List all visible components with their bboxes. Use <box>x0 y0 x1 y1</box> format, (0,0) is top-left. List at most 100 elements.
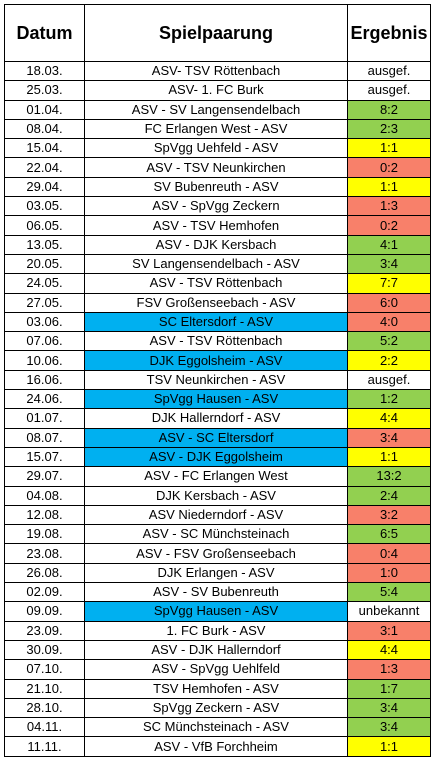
table-row: 03.05. ASV - SpVgg Zeckern 1:3 <box>4 196 431 217</box>
match-pairing-cell: ASV - VfB Forchheim <box>84 736 348 757</box>
table-row: 25.03. ASV- 1. FC Burk ausgef. <box>4 80 431 101</box>
match-result-cell: 5:2 <box>347 331 431 352</box>
match-result-cell: 0:2 <box>347 157 431 178</box>
match-date-cell: 22.04. <box>4 157 85 178</box>
table-row: 10.06. DJK Eggolsheim - ASV 2:2 <box>4 350 431 371</box>
match-result-cell: 3:4 <box>347 427 431 448</box>
match-date-cell: 15.04. <box>4 138 85 159</box>
match-date-cell: 03.05. <box>4 196 85 217</box>
match-pairing-cell: FC Erlangen West - ASV <box>84 118 348 140</box>
match-column-header: Spielpaarung <box>84 4 348 62</box>
match-result-cell: 4:1 <box>347 234 431 255</box>
match-date-cell: 03.06. <box>4 311 85 333</box>
match-date-cell: 09.09. <box>4 601 85 622</box>
match-date-cell: 30.09. <box>4 639 85 661</box>
match-pairing-cell: ASV - DJK Eggolsheim <box>84 446 348 468</box>
match-date-cell: 20.05. <box>4 253 85 275</box>
table-row: 29.07. ASV - FC Erlangen West 13:2 <box>4 466 431 487</box>
match-pairing-cell: ASV - TSV Hemhofen <box>84 215 348 236</box>
table-row: 02.09. ASV - SV Bubenreuth 5:4 <box>4 582 431 603</box>
match-pairing-cell: ASV - DJK Hallerndorf <box>84 639 348 661</box>
table-row: 11.11. ASV - VfB Forchheim 1:1 <box>4 736 431 757</box>
table-row: 19.08. ASV - SC Münchsteinach 6:5 <box>4 524 431 545</box>
match-date-cell: 10.06. <box>4 350 85 371</box>
header-row: Datum Spielpaarung Ergebnis <box>4 4 431 62</box>
match-date-cell: 23.09. <box>4 620 85 641</box>
match-pairing-cell: DJK Kersbach - ASV <box>84 485 348 506</box>
table-row: 15.04. SpVgg Uehfeld - ASV 1:1 <box>4 138 431 159</box>
table-row: 24.05. ASV - TSV Röttenbach 7:7 <box>4 273 431 294</box>
match-pairing-cell: DJK Eggolsheim - ASV <box>84 350 348 371</box>
match-date-cell: 02.09. <box>4 582 85 603</box>
table-row: 23.09. 1. FC Burk - ASV 3:1 <box>4 620 431 641</box>
table-row: 28.10. SpVgg Zeckern - ASV 3:4 <box>4 697 431 719</box>
match-result-cell: 1:3 <box>347 659 431 680</box>
match-date-cell: 01.04. <box>4 99 85 120</box>
match-pairing-cell: ASV - FSV Großenseebach <box>84 543 348 564</box>
match-result-cell: 3:4 <box>347 717 431 738</box>
match-pairing-cell: ASV - DJK Kersbach <box>84 234 348 255</box>
match-pairing-cell: 1. FC Burk - ASV <box>84 620 348 641</box>
match-pairing-cell: ASV - SV Langensendelbach <box>84 99 348 120</box>
table-row: 03.06. SC Eltersdorf - ASV 4:0 <box>4 311 431 333</box>
match-date-cell: 24.06. <box>4 389 85 410</box>
table-row: 07.06. ASV - TSV Röttenbach 5:2 <box>4 331 431 352</box>
table-row: 23.08. ASV - FSV Großenseebach 0:4 <box>4 543 431 564</box>
table-row: 07.10. ASV - SpVgg Uehlfeld 1:3 <box>4 659 431 680</box>
date-column-header: Datum <box>4 4 85 62</box>
match-result-cell: 5:4 <box>347 582 431 603</box>
table-row: 04.08. DJK Kersbach - ASV 2:4 <box>4 485 431 506</box>
match-pairing-cell: SpVgg Hausen - ASV <box>84 389 348 410</box>
match-result-cell: 1:1 <box>347 736 431 757</box>
match-result-cell: 3:4 <box>347 253 431 275</box>
match-date-cell: 12.08. <box>4 504 85 526</box>
match-date-cell: 28.10. <box>4 697 85 719</box>
match-date-cell: 08.07. <box>4 427 85 448</box>
table-row: 30.09. ASV - DJK Hallerndorf 4:4 <box>4 639 431 661</box>
match-date-cell: 24.05. <box>4 273 85 294</box>
table-row: 09.09. SpVgg Hausen - ASV unbekannt <box>4 601 431 622</box>
match-result-cell: 7:7 <box>347 273 431 294</box>
match-result-cell: 6:0 <box>347 292 431 313</box>
match-pairing-cell: ASV - TSV Röttenbach <box>84 331 348 352</box>
match-date-cell: 06.05. <box>4 215 85 236</box>
table-row: 24.06. SpVgg Hausen - ASV 1:2 <box>4 389 431 410</box>
match-result-cell: 1:1 <box>347 446 431 468</box>
match-pairing-cell: ASV - SpVgg Zeckern <box>84 196 348 217</box>
match-pairing-cell: ASV- TSV Röttenbach <box>84 60 348 82</box>
match-date-cell: 07.10. <box>4 659 85 680</box>
match-pairing-cell: SC Eltersdorf - ASV <box>84 311 348 333</box>
match-date-cell: 01.07. <box>4 408 85 429</box>
match-pairing-cell: TSV Neunkirchen - ASV <box>84 369 348 391</box>
match-pairing-cell: SpVgg Uehfeld - ASV <box>84 138 348 159</box>
match-result-cell: ausgef. <box>347 369 431 391</box>
match-pairing-cell: ASV - SC Münchsteinach <box>84 524 348 545</box>
match-pairing-cell: SV Langensendelbach - ASV <box>84 253 348 275</box>
match-result-cell: 13:2 <box>347 466 431 487</box>
match-result-cell: 4:4 <box>347 408 431 429</box>
match-pairing-cell: SV Bubenreuth - ASV <box>84 176 348 198</box>
match-date-cell: 11.11. <box>4 736 85 757</box>
table-row: 13.05. ASV - DJK Kersbach 4:1 <box>4 234 431 255</box>
match-result-cell: unbekannt <box>347 601 431 622</box>
match-date-cell: 16.06. <box>4 369 85 391</box>
table-row: 12.08. ASV Niederndorf - ASV 3:2 <box>4 504 431 526</box>
match-result-cell: ausgef. <box>347 60 431 82</box>
match-result-cell: ausgef. <box>347 80 431 101</box>
table-row: 27.05. FSV Großenseebach - ASV 6:0 <box>4 292 431 313</box>
match-date-cell: 07.06. <box>4 331 85 352</box>
table-row: 21.10. TSV Hemhofen - ASV 1:7 <box>4 678 431 699</box>
match-result-cell: 1:2 <box>347 389 431 410</box>
match-result-cell: 6:5 <box>347 524 431 545</box>
match-pairing-cell: ASV - SV Bubenreuth <box>84 582 348 603</box>
match-date-cell: 04.11. <box>4 717 85 738</box>
match-pairing-cell: SC Münchsteinach - ASV <box>84 717 348 738</box>
table-row: 18.03. ASV- TSV Röttenbach ausgef. <box>4 60 431 82</box>
table-row: 16.06. TSV Neunkirchen - ASV ausgef. <box>4 369 431 391</box>
match-date-cell: 15.07. <box>4 446 85 468</box>
match-result-cell: 1:1 <box>347 138 431 159</box>
match-result-cell: 1:1 <box>347 176 431 198</box>
match-pairing-cell: TSV Hemhofen - ASV <box>84 678 348 699</box>
match-pairing-cell: DJK Erlangen - ASV <box>84 562 348 584</box>
match-pairing-cell: DJK Hallerndorf - ASV <box>84 408 348 429</box>
